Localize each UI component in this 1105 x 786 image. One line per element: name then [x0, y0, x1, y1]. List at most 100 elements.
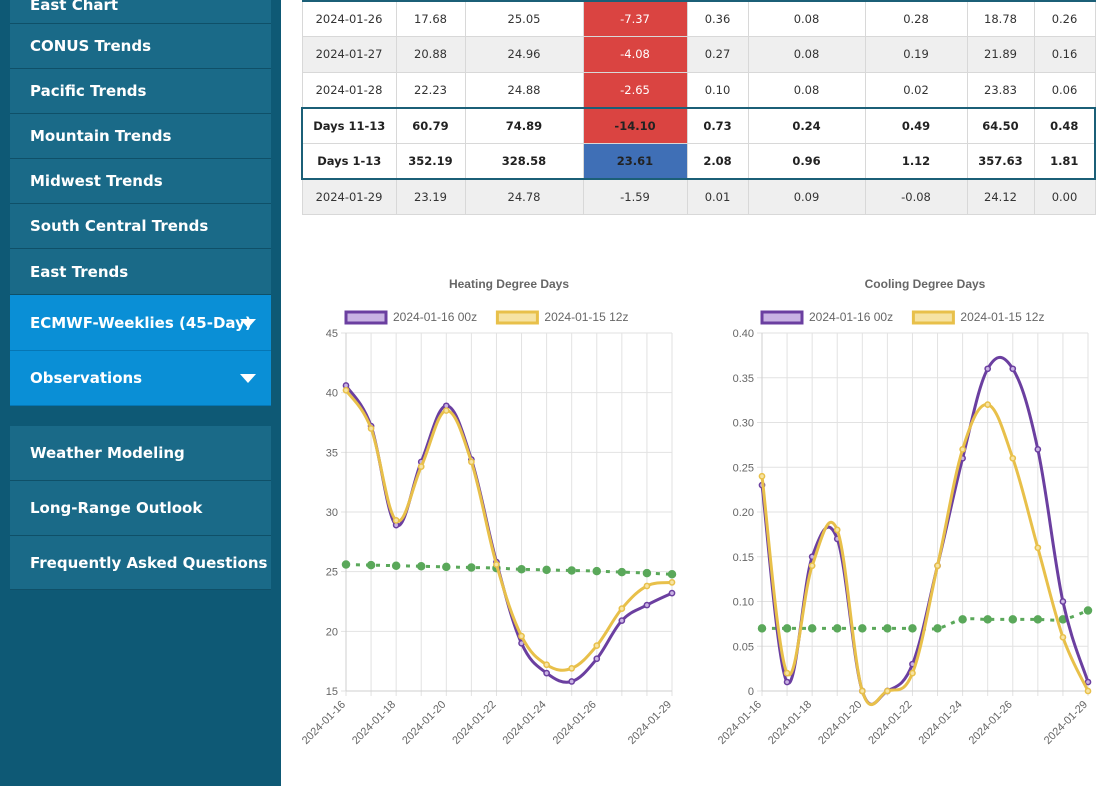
table-cell: 24.88 [464, 71, 584, 108]
legend-swatch [344, 310, 388, 325]
x-tick-label: 2024-01-29 [626, 699, 674, 747]
data-point [858, 624, 867, 633]
data-point [543, 669, 550, 677]
data-point [593, 655, 601, 663]
y-tick-label: 0.25 [733, 462, 754, 474]
table-cell: -7.37 [582, 0, 688, 37]
table-cell: 0.08 [747, 36, 866, 73]
y-tick-label: 0 [748, 686, 754, 698]
data-point [468, 458, 475, 466]
series-path [344, 384, 673, 684]
y-tick-label: 0.15 [733, 552, 754, 564]
data-point [568, 678, 576, 685]
table-cell: 0.02 [864, 71, 968, 108]
table-row: 2024-01-28 22.23 24.88 -2.65 0.10 0.08 0… [301, 71, 1096, 108]
data-point [518, 632, 525, 640]
sidebar-item-conus-trends[interactable]: CONUS Trends [10, 24, 271, 69]
y-tick-label: 0.30 [733, 418, 754, 430]
grid [341, 332, 673, 696]
x-tick-label: 2024-01-26 [551, 699, 599, 747]
table-cell: 0.27 [686, 36, 749, 73]
table-cell: 23.83 [966, 71, 1035, 108]
data-point [417, 463, 425, 471]
data-point [909, 669, 916, 677]
sidebar-item-ecmwf-weeklies[interactable]: ECMWF-Weeklies (45-Day) [10, 295, 271, 351]
data-point [467, 563, 476, 572]
x-tick-label: 2024-01-22 [866, 699, 914, 747]
data-point [884, 687, 891, 695]
data-point [782, 624, 792, 633]
table-cell: Days 1-13 [301, 142, 397, 180]
y-tick-label: 0.40 [733, 328, 754, 340]
sidebar-item-east-chart[interactable]: East Chart [10, 0, 271, 24]
table-cell: 0.10 [686, 71, 749, 108]
data-point [1009, 454, 1017, 462]
data-point [908, 624, 917, 633]
sidebar-item-weather-modeling[interactable]: Weather Modeling [10, 426, 271, 481]
data-point [933, 624, 942, 633]
sidebar-item-east-trends[interactable]: East Trends [10, 249, 271, 295]
data-point [593, 642, 601, 650]
legend-label: 2024-01-15 12z [544, 310, 628, 324]
data-point [783, 669, 791, 677]
table-cell: -0.08 [864, 178, 968, 215]
data-point [618, 605, 626, 613]
data-point [668, 579, 676, 586]
table-cell: 352.19 [395, 142, 466, 180]
table-cell: 0.48 [1033, 106, 1096, 144]
y-tick-label: 0.20 [733, 507, 754, 519]
x-tick-label: 2024-01-20 [816, 699, 864, 747]
cooling-degree-days-chart: Cooling Degree Days 2024-01-16 00z 2024-01… [712, 270, 1105, 770]
table-summary-row: Days 1-13 352.19 328.58 23.61 2.08 0.96 … [301, 142, 1096, 180]
chart-title: Cooling Degree Days [865, 277, 986, 291]
sidebar-item-label: ECMWF-Weeklies (45-Day) [30, 313, 252, 332]
sidebar-item-label: Observations [30, 369, 143, 387]
table-cell: 60.79 [395, 106, 466, 144]
y-tick-label: 0.10 [733, 597, 754, 609]
data-point [934, 562, 941, 570]
data-point [542, 565, 551, 575]
data-point [567, 566, 576, 575]
data-point [667, 570, 677, 579]
table-cell: -4.08 [582, 36, 688, 73]
data-point [341, 560, 351, 569]
x-tick-label: 2024-01-16 [300, 699, 348, 747]
table-cell: -14.10 [582, 106, 688, 144]
data-point [1059, 598, 1067, 605]
sidebar-item-south-central-trends[interactable]: South Central Trends [10, 204, 271, 249]
table-cell: 0.49 [864, 106, 968, 144]
legend-entry: 2024-01-16 00z [760, 310, 893, 325]
data-point [342, 386, 350, 394]
table-cell: -1.59 [582, 178, 688, 215]
y-tick-label: 40 [326, 388, 338, 400]
sidebar-item-mountain-trends[interactable]: Mountain Trends [10, 114, 271, 159]
data-point [757, 624, 767, 633]
series-line [342, 386, 676, 672]
table-cell: 25.05 [464, 0, 584, 37]
cooling-degree-days-plot: Cooling Degree Days 2024-01-16 00z 2024-01… [716, 277, 1093, 747]
table-cell: 357.63 [966, 142, 1035, 180]
data-point [807, 624, 817, 633]
table-cell: 0.01 [686, 178, 749, 215]
data-point [442, 407, 450, 414]
series-line [758, 401, 1092, 707]
table-cell: 328.58 [464, 142, 584, 180]
data-point [442, 562, 451, 572]
sidebar-item-long-range-outlook[interactable]: Long-Range Outlook [10, 481, 271, 536]
sidebar-item-observations[interactable]: Observations [10, 351, 271, 406]
table-cell: 24.96 [464, 36, 584, 73]
table-cell: 0.36 [686, 0, 749, 37]
series-path [344, 389, 673, 672]
heating-degree-days-chart: Heating Degree Days 2024-01-16 00z 2024-01… [298, 270, 688, 770]
table-summary-row: Days 11-13 60.79 74.89 -14.10 0.73 0.24 … [301, 106, 1096, 144]
table-cell: 0.96 [747, 142, 866, 180]
data-point [1034, 446, 1042, 453]
data-point [883, 624, 892, 633]
sidebar-item-midwest-trends[interactable]: Midwest Trends [10, 159, 271, 204]
table-cell: 1.81 [1033, 142, 1096, 180]
y-tick-label: 20 [326, 626, 338, 638]
table-cell: 21.89 [966, 36, 1035, 73]
sidebar-item-pacific-trends[interactable]: Pacific Trends [10, 69, 271, 114]
sidebar-item-faq[interactable]: Frequently Asked Questions [10, 536, 271, 590]
nav-group-secondary: Weather Modeling Long-Range Outlook Freq… [10, 426, 271, 590]
